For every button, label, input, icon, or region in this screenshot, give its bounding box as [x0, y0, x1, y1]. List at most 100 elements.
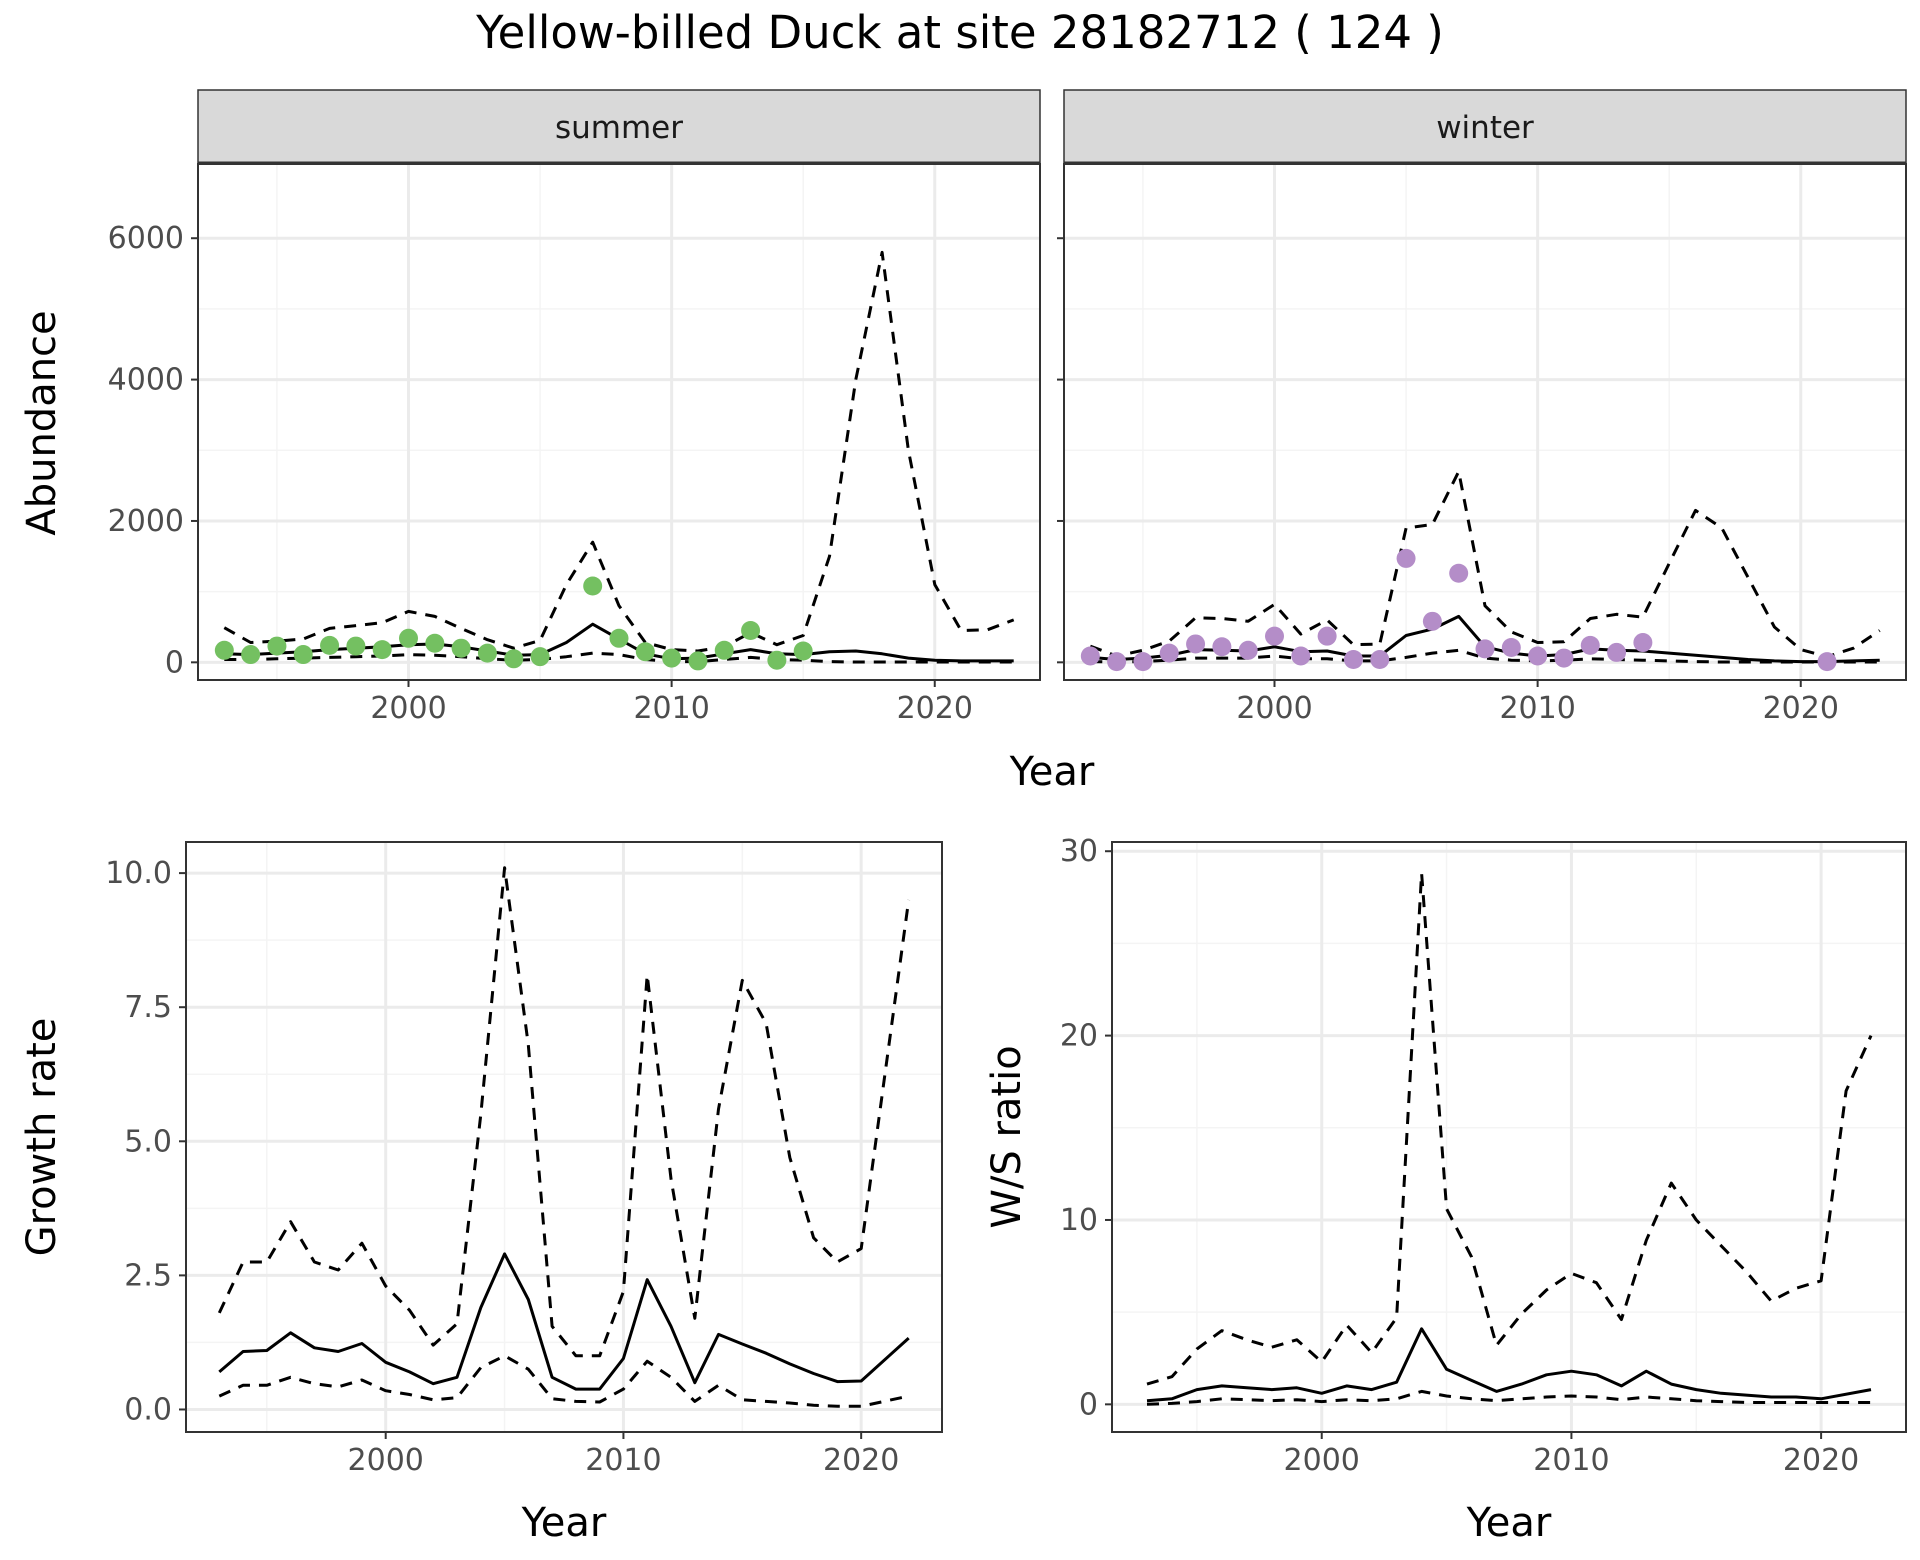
y-tick-label: 4000 — [108, 363, 184, 398]
x-tick-label: 2000 — [1284, 1443, 1360, 1478]
data-point — [425, 633, 445, 653]
x-tick-label: 2020 — [897, 691, 973, 726]
x-axis-label: Year — [1466, 1500, 1552, 1546]
data-point — [372, 640, 392, 660]
x-tick-label: 2020 — [823, 1443, 899, 1478]
data-point — [1107, 652, 1127, 672]
data-point — [1607, 642, 1627, 662]
data-point — [1449, 563, 1469, 583]
y-tick-label: 10.0 — [105, 856, 172, 891]
y-tick-label: 5.0 — [124, 1124, 172, 1159]
y-tick-label: 0 — [165, 645, 184, 680]
y-axis-label: W/S ratio — [984, 1045, 1030, 1228]
data-point — [214, 640, 234, 660]
x-tick-label: 2010 — [1533, 1443, 1609, 1478]
y-tick-label: 2000 — [108, 504, 184, 539]
data-point — [530, 647, 550, 667]
x-axis-label: Year — [521, 1500, 607, 1546]
panel-winter: winter 2000 2010 2020 — [1057, 89, 1907, 726]
data-point — [1343, 650, 1363, 670]
data-point — [583, 576, 603, 596]
data-point — [399, 628, 418, 648]
data-point — [1317, 626, 1337, 646]
panel-border — [1111, 841, 1907, 1433]
facet-label-summer: summer — [555, 110, 683, 146]
x-tick-label: 2000 — [348, 1443, 424, 1478]
data-point — [1422, 611, 1442, 631]
y-tick-label: 0 — [1079, 1387, 1098, 1422]
data-point — [1528, 646, 1548, 666]
y-tick-label: 30 — [1060, 834, 1098, 869]
data-point — [267, 636, 287, 656]
panel-border — [197, 163, 1041, 681]
panel-growth-rate: 2000 2010 2020 0.0 2.5 5.0 7.5 10.0 Year Growth r… — [19, 841, 943, 1546]
data-point — [1475, 639, 1495, 659]
series-line-interval-1 — [217, 866, 911, 1358]
series-line-estimate — [1146, 1327, 1872, 1403]
data-point — [688, 651, 708, 671]
x-tick-label: 2010 — [1499, 691, 1575, 726]
y-tick-label: 10 — [1060, 1203, 1098, 1238]
data-point — [293, 645, 313, 665]
data-point — [662, 648, 682, 668]
x-tick-label: 2020 — [1783, 1443, 1859, 1478]
panel-border — [1063, 163, 1907, 681]
y-axis-label: Growth rate — [19, 1018, 65, 1257]
y-tick-label: 0.0 — [124, 1392, 172, 1427]
data-point — [504, 649, 524, 669]
data-point — [1238, 640, 1258, 660]
data-point — [241, 645, 261, 665]
data-point — [767, 650, 787, 670]
data-point — [609, 628, 629, 648]
data-point — [1370, 650, 1390, 670]
shared-x-axis-label: Year — [1009, 749, 1095, 795]
series-line-interval-1 — [223, 250, 1015, 653]
x-tick-label: 2000 — [370, 691, 446, 726]
abundance-y-axis-label: Abundance — [19, 310, 65, 535]
x-tick-label: 2020 — [1763, 691, 1839, 726]
series-line-interval-2 — [1146, 1389, 1871, 1406]
y-tick-label: 7.5 — [124, 990, 172, 1025]
series-line-interval-2 — [1090, 648, 1880, 664]
data-point — [320, 635, 340, 655]
y-tick-label: 20 — [1060, 1019, 1098, 1054]
data-point — [1186, 634, 1206, 654]
series-line-estimate — [218, 1252, 910, 1391]
data-point — [1265, 626, 1284, 646]
y-tick-label: 6000 — [108, 221, 184, 256]
data-point — [793, 641, 813, 661]
facet-strip — [197, 89, 1041, 165]
y-tick-label: 2.5 — [124, 1258, 172, 1293]
x-tick-label: 2010 — [585, 1443, 661, 1478]
series-line-interval-1 — [1089, 470, 1881, 659]
data-point — [1133, 652, 1153, 672]
data-point — [635, 642, 655, 662]
x-tick-label: 2010 — [633, 691, 709, 726]
facet-strip — [1063, 89, 1907, 165]
x-tick-label: 2000 — [1236, 691, 1312, 726]
data-point — [714, 640, 734, 660]
series-line-interval-2 — [218, 1354, 910, 1408]
data-point — [1501, 637, 1521, 657]
data-point — [1633, 633, 1653, 653]
panel-ws-ratio: 2000 2010 2020 0 10 20 30 Year W/S ratio — [984, 834, 1907, 1546]
data-point — [1554, 648, 1574, 668]
data-point — [451, 638, 471, 658]
chart-title: Yellow-billed Duck at site 28182712 ( 12… — [475, 6, 1444, 59]
data-point — [741, 621, 761, 641]
data-point — [1396, 548, 1416, 568]
panel-border — [185, 841, 943, 1433]
data-point — [1817, 652, 1837, 672]
data-point — [346, 636, 366, 656]
series-line-interval-1 — [1146, 871, 1873, 1386]
data-point — [1080, 646, 1100, 666]
data-point — [1580, 635, 1600, 655]
facet-label-winter: winter — [1436, 110, 1534, 146]
panel-summer: summer 2000 2010 2020 0 2000 4000 6000 — [108, 89, 1041, 726]
series-line-interval-2 — [224, 651, 1014, 664]
data-point — [1212, 637, 1232, 657]
data-point — [477, 643, 497, 663]
data-point — [1291, 646, 1311, 666]
